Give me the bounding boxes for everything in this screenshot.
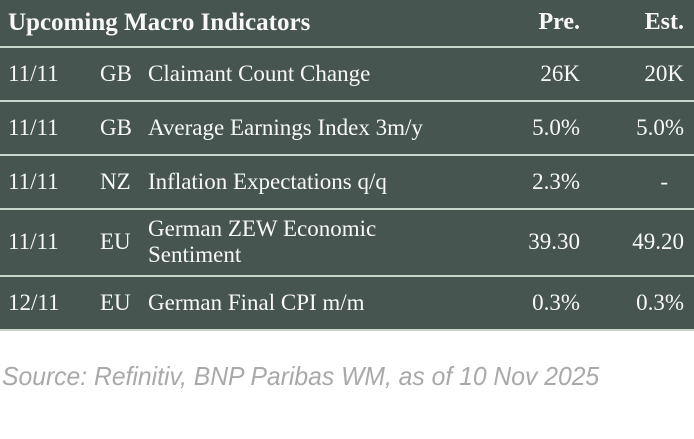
cell-indicator-name: German Final CPI m/m: [148, 289, 365, 315]
cell-indicator-name: Average Earnings Index 3m/y: [148, 114, 423, 140]
table-title: Upcoming Macro Indicators: [8, 8, 311, 36]
cell-previous-value: 5.0%: [532, 114, 580, 140]
cell-country-code: GB: [100, 114, 132, 140]
table-row: 11/11 NZ Inflation Expectations q/q 2.3%…: [0, 156, 694, 210]
cell-date: 11/11: [8, 114, 59, 140]
cell-indicator-name: German ZEW Economic Sentiment: [148, 216, 377, 268]
cell-estimate-value: 5.0%: [636, 114, 684, 140]
cell-previous-value: 39.30: [528, 229, 580, 255]
cell-date: 12/11: [8, 289, 60, 315]
cell-previous-value: 26K: [540, 60, 580, 86]
table-body: 11/11 GB Claimant Count Change 26K 20K 1…: [0, 48, 694, 331]
cell-country-code: GB: [100, 60, 132, 86]
column-header-estimate: Est.: [644, 9, 684, 36]
figure-footer: Source: Refinitiv, BNP Paribas WM, as of…: [0, 330, 694, 439]
table-header-row: Upcoming Macro Indicators Pre. Est.: [0, 0, 694, 48]
cell-country-code: EU: [100, 289, 131, 315]
cell-estimate-value: 0.3%: [636, 289, 684, 315]
cell-date: 11/11: [8, 60, 59, 86]
column-header-previous: Pre.: [538, 9, 580, 36]
table-row: 12/11 EU German Final CPI m/m 0.3% 0.3%: [0, 277, 694, 331]
cell-previous-value: 0.3%: [532, 289, 580, 315]
source-note: Source: Refinitiv, BNP Paribas WM, as of…: [2, 360, 600, 391]
cell-country-code: EU: [100, 229, 131, 255]
table-row: 11/11 EU German ZEW Economic Sentiment 3…: [0, 210, 694, 277]
macro-indicators-table: Upcoming Macro Indicators Pre. Est. 11/1…: [0, 0, 694, 331]
cell-date: 11/11: [8, 168, 59, 194]
table-row: 11/11 GB Claimant Count Change 26K 20K: [0, 48, 694, 102]
cell-previous-value: 2.3%: [532, 168, 580, 194]
cell-estimate-value: -: [660, 168, 668, 194]
cell-estimate-value: 49.20: [632, 229, 684, 255]
cell-indicator-name: Inflation Expectations q/q: [148, 168, 387, 194]
cell-indicator-name: Claimant Count Change: [148, 60, 371, 86]
cell-estimate-value: 20K: [644, 60, 684, 86]
cell-country-code: NZ: [100, 168, 131, 194]
cell-date: 11/11: [8, 229, 59, 255]
table-row: 11/11 GB Average Earnings Index 3m/y 5.0…: [0, 102, 694, 156]
